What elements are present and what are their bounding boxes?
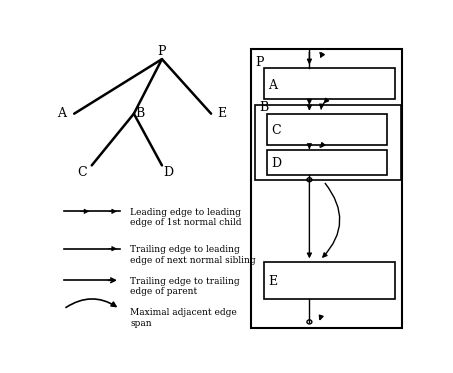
FancyArrowPatch shape bbox=[66, 299, 116, 307]
Text: Leading edge to leading
edge of 1st normal child: Leading edge to leading edge of 1st norm… bbox=[130, 208, 242, 227]
Text: A: A bbox=[268, 79, 277, 92]
Text: E: E bbox=[268, 275, 277, 288]
FancyArrowPatch shape bbox=[323, 98, 328, 104]
Text: Maximal adjacent edge
span: Maximal adjacent edge span bbox=[130, 308, 237, 328]
Text: C: C bbox=[271, 125, 281, 137]
Bar bbox=[267, 150, 386, 175]
Text: Trailing edge to trailing
edge of parent: Trailing edge to trailing edge of parent bbox=[130, 277, 240, 296]
FancyArrowPatch shape bbox=[320, 104, 323, 109]
Bar bbox=[255, 105, 400, 180]
Text: P: P bbox=[255, 56, 264, 69]
Text: A: A bbox=[58, 107, 67, 120]
Bar bbox=[267, 114, 386, 145]
FancyArrowPatch shape bbox=[319, 315, 323, 320]
Text: B: B bbox=[135, 107, 145, 120]
Text: P: P bbox=[158, 46, 166, 59]
Text: E: E bbox=[217, 107, 226, 120]
Text: D: D bbox=[271, 157, 282, 170]
FancyArrowPatch shape bbox=[320, 143, 325, 147]
Text: Trailing edge to leading
edge of next normal sibling: Trailing edge to leading edge of next no… bbox=[130, 245, 256, 264]
Text: D: D bbox=[163, 166, 173, 179]
Bar bbox=[251, 49, 402, 327]
Text: B: B bbox=[259, 101, 269, 115]
FancyArrowPatch shape bbox=[320, 53, 324, 57]
FancyArrowPatch shape bbox=[323, 184, 340, 257]
Bar bbox=[264, 68, 395, 99]
Bar bbox=[264, 261, 395, 299]
Text: C: C bbox=[77, 166, 87, 179]
